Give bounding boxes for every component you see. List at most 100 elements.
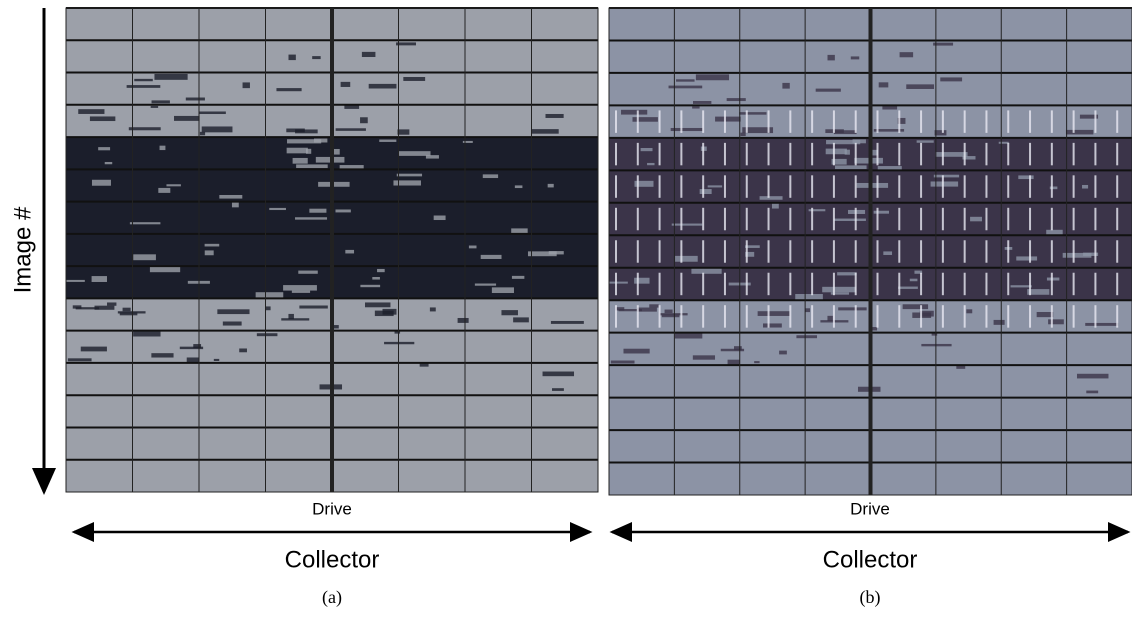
finger [1050,142,1053,166]
finger [811,207,814,231]
speckle [869,327,878,331]
finger [1050,207,1053,231]
speckle [379,139,397,142]
speckle [305,148,312,154]
finger [1007,175,1010,198]
finger [767,142,770,166]
speckle [693,100,712,104]
speckle [514,185,523,189]
speckle [659,313,688,316]
speckle [692,106,700,109]
speckle [632,117,658,122]
speckle [827,315,833,321]
finger [1029,240,1032,263]
speckle [691,267,722,274]
speckle [1083,252,1099,256]
speckle [552,388,564,391]
speckle [288,313,294,320]
speckle [186,357,199,363]
finger [876,305,879,328]
speckle [675,255,698,262]
speckle [283,285,317,291]
speckle [695,74,730,81]
speckle [805,308,811,313]
finger [1029,110,1032,133]
speckle [623,348,650,354]
speckle [671,223,703,226]
finger [854,175,857,198]
panel-border [608,7,1132,496]
speckle [674,333,703,339]
finger [832,142,835,166]
finger [920,240,923,263]
speckle [166,184,181,187]
speckle [676,79,695,82]
speckle [1049,186,1058,190]
speckle [339,165,364,171]
finger [767,305,770,328]
speckle [742,127,774,134]
speckle [501,310,518,316]
speckle [882,106,898,110]
speckle [98,147,111,151]
finger [680,240,683,263]
speckle [269,207,286,211]
speckle [117,311,146,314]
finger [985,272,988,296]
speckle [133,254,156,261]
speckle [75,307,100,310]
speckle [295,217,328,220]
speckle [715,116,741,122]
speckle [242,82,250,89]
finger [615,305,617,328]
finger [1116,175,1119,198]
finger [898,175,901,198]
speckle [309,208,327,213]
speckle [199,131,206,136]
speckle [133,331,161,337]
caption: (b) [860,587,881,608]
finger [680,207,683,231]
speckle [831,158,847,165]
finger [658,110,661,133]
finger [1007,142,1010,166]
finger [876,142,879,166]
speckle [345,249,355,254]
finger [723,142,726,166]
finger [636,110,639,133]
speckle [727,359,740,365]
panel-a-image [65,7,599,493]
speckle [739,112,767,115]
speckle [850,56,860,60]
speckle [204,243,220,247]
speckle [396,173,423,177]
speckle [759,196,783,200]
speckle [545,113,564,118]
finger [723,272,726,296]
finger [680,110,683,133]
speckle [931,332,938,336]
speckle [1016,256,1038,261]
finger [811,305,814,328]
speckle [835,165,867,170]
finger [1007,305,1010,328]
finger [1072,240,1075,263]
speckle [393,180,421,186]
finger [702,240,705,263]
finger [898,207,901,231]
speckle [909,278,918,282]
speckle [844,149,850,155]
speckle [151,100,170,104]
finger [1094,110,1097,133]
finger [1072,207,1075,231]
finger [1116,272,1119,296]
finger [832,240,835,263]
speckle [331,325,339,329]
finger [702,305,705,328]
speckle [296,164,328,169]
finger [832,305,835,328]
speckle [531,129,559,134]
finger [920,175,923,198]
speckle [511,228,528,235]
finger [985,305,988,328]
